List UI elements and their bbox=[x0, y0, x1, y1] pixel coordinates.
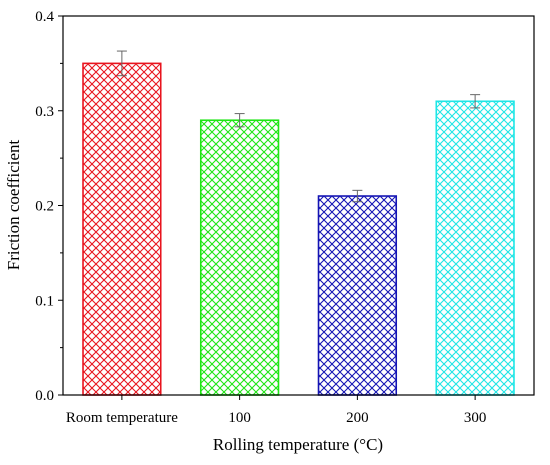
x-tick-label-2: 200 bbox=[346, 410, 369, 426]
x-axis-label: Rolling temperature (°C) bbox=[213, 435, 383, 454]
bar-1 bbox=[199, 119, 280, 396]
y-axis-ticks: 0.0 0.1 0.2 0.3 0.4 bbox=[35, 9, 63, 404]
bar-0 bbox=[82, 62, 162, 396]
x-axis-ticks: Room temperature 100 200 300 bbox=[66, 395, 487, 426]
y-tick-label-4: 0.4 bbox=[35, 9, 54, 25]
bar-3 bbox=[435, 100, 515, 396]
error-bar-2 bbox=[352, 189, 363, 203]
x-tick-label-0: Room temperature bbox=[66, 410, 178, 426]
y-tick-label-0: 0.0 bbox=[35, 388, 54, 404]
error-bar-0 bbox=[116, 50, 127, 77]
error-bar-1 bbox=[234, 113, 245, 128]
bar-2 bbox=[317, 195, 398, 396]
x-tick-label-1: 100 bbox=[228, 410, 251, 426]
error-bars-layer bbox=[116, 50, 481, 203]
error-bar-3 bbox=[470, 94, 481, 109]
y-tick-label-1: 0.1 bbox=[35, 293, 54, 309]
x-tick-label-3: 300 bbox=[464, 410, 487, 426]
y-tick-label-2: 0.2 bbox=[35, 199, 54, 215]
y-axis-label: Friction coefficient bbox=[4, 140, 23, 271]
bars-layer bbox=[82, 62, 515, 396]
y-tick-label-3: 0.3 bbox=[35, 104, 54, 120]
